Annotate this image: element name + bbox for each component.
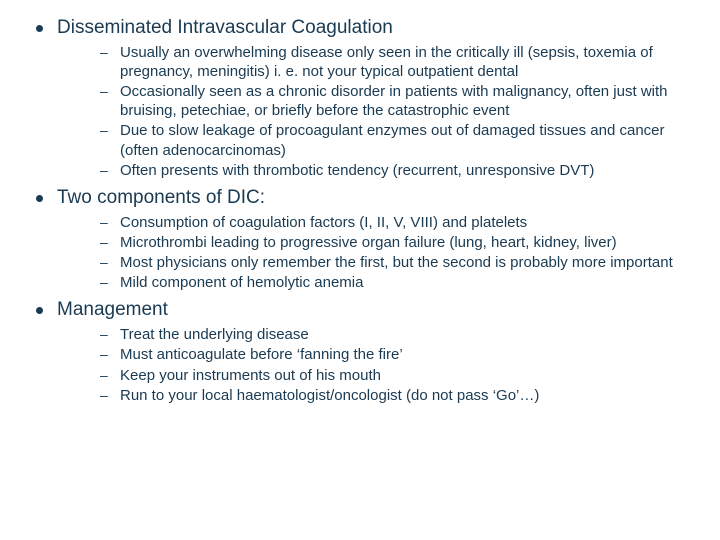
bullet-icon xyxy=(36,25,43,32)
item-text: Run to your local haematologist/oncologi… xyxy=(120,386,539,405)
dash-icon: – xyxy=(100,325,110,343)
list-item: – Treat the underlying disease xyxy=(100,325,688,344)
item-text: Keep your instruments out of his mouth xyxy=(120,366,381,385)
item-text: Must anticoagulate before ‘fanning the f… xyxy=(120,345,403,364)
item-text: Due to slow leakage of procoagulant enzy… xyxy=(120,121,688,159)
list-item: – Must anticoagulate before ‘fanning the… xyxy=(100,345,688,364)
list-item: – Due to slow leakage of procoagulant en… xyxy=(100,121,688,159)
section-heading: Two components of DIC: xyxy=(36,186,688,211)
item-text: Most physicians only remember the first,… xyxy=(120,253,673,272)
dash-icon: – xyxy=(100,253,110,271)
list-item: – Often presents with thrombotic tendenc… xyxy=(100,161,688,180)
dash-icon: – xyxy=(100,161,110,179)
section-title: Management xyxy=(57,298,168,323)
dash-icon: – xyxy=(100,233,110,251)
slide-content: Disseminated Intravascular Coagulation –… xyxy=(0,0,720,427)
item-text: Consumption of coagulation factors (I, I… xyxy=(120,213,527,232)
section-heading: Management xyxy=(36,298,688,323)
dash-icon: – xyxy=(100,213,110,231)
list-item: – Keep your instruments out of his mouth xyxy=(100,366,688,385)
list-item: – Usually an overwhelming disease only s… xyxy=(100,43,688,81)
sublist: – Consumption of coagulation factors (I,… xyxy=(100,213,688,293)
dash-icon: – xyxy=(100,121,110,139)
sublist: – Treat the underlying disease – Must an… xyxy=(100,325,688,405)
dash-icon: – xyxy=(100,345,110,363)
dash-icon: – xyxy=(100,82,110,100)
item-text: Usually an overwhelming disease only see… xyxy=(120,43,688,81)
item-text: Microthrombi leading to progressive orga… xyxy=(120,233,617,252)
dash-icon: – xyxy=(100,43,110,61)
list-item: – Consumption of coagulation factors (I,… xyxy=(100,213,688,232)
list-item: – Most physicians only remember the firs… xyxy=(100,253,688,272)
section-title: Two components of DIC: xyxy=(57,186,265,211)
list-item: – Microthrombi leading to progressive or… xyxy=(100,233,688,252)
list-item: – Run to your local haematologist/oncolo… xyxy=(100,386,688,405)
item-text: Occasionally seen as a chronic disorder … xyxy=(120,82,688,120)
dash-icon: – xyxy=(100,366,110,384)
section-heading: Disseminated Intravascular Coagulation xyxy=(36,16,688,41)
list-item: – Occasionally seen as a chronic disorde… xyxy=(100,82,688,120)
bullet-icon xyxy=(36,307,43,314)
dash-icon: – xyxy=(100,386,110,404)
section-title: Disseminated Intravascular Coagulation xyxy=(57,16,393,41)
item-text: Treat the underlying disease xyxy=(120,325,309,344)
sublist: – Usually an overwhelming disease only s… xyxy=(100,43,688,180)
item-text: Mild component of hemolytic anemia xyxy=(120,273,363,292)
bullet-icon xyxy=(36,195,43,202)
item-text: Often presents with thrombotic tendency … xyxy=(120,161,594,180)
list-item: – Mild component of hemolytic anemia xyxy=(100,273,688,292)
dash-icon: – xyxy=(100,273,110,291)
